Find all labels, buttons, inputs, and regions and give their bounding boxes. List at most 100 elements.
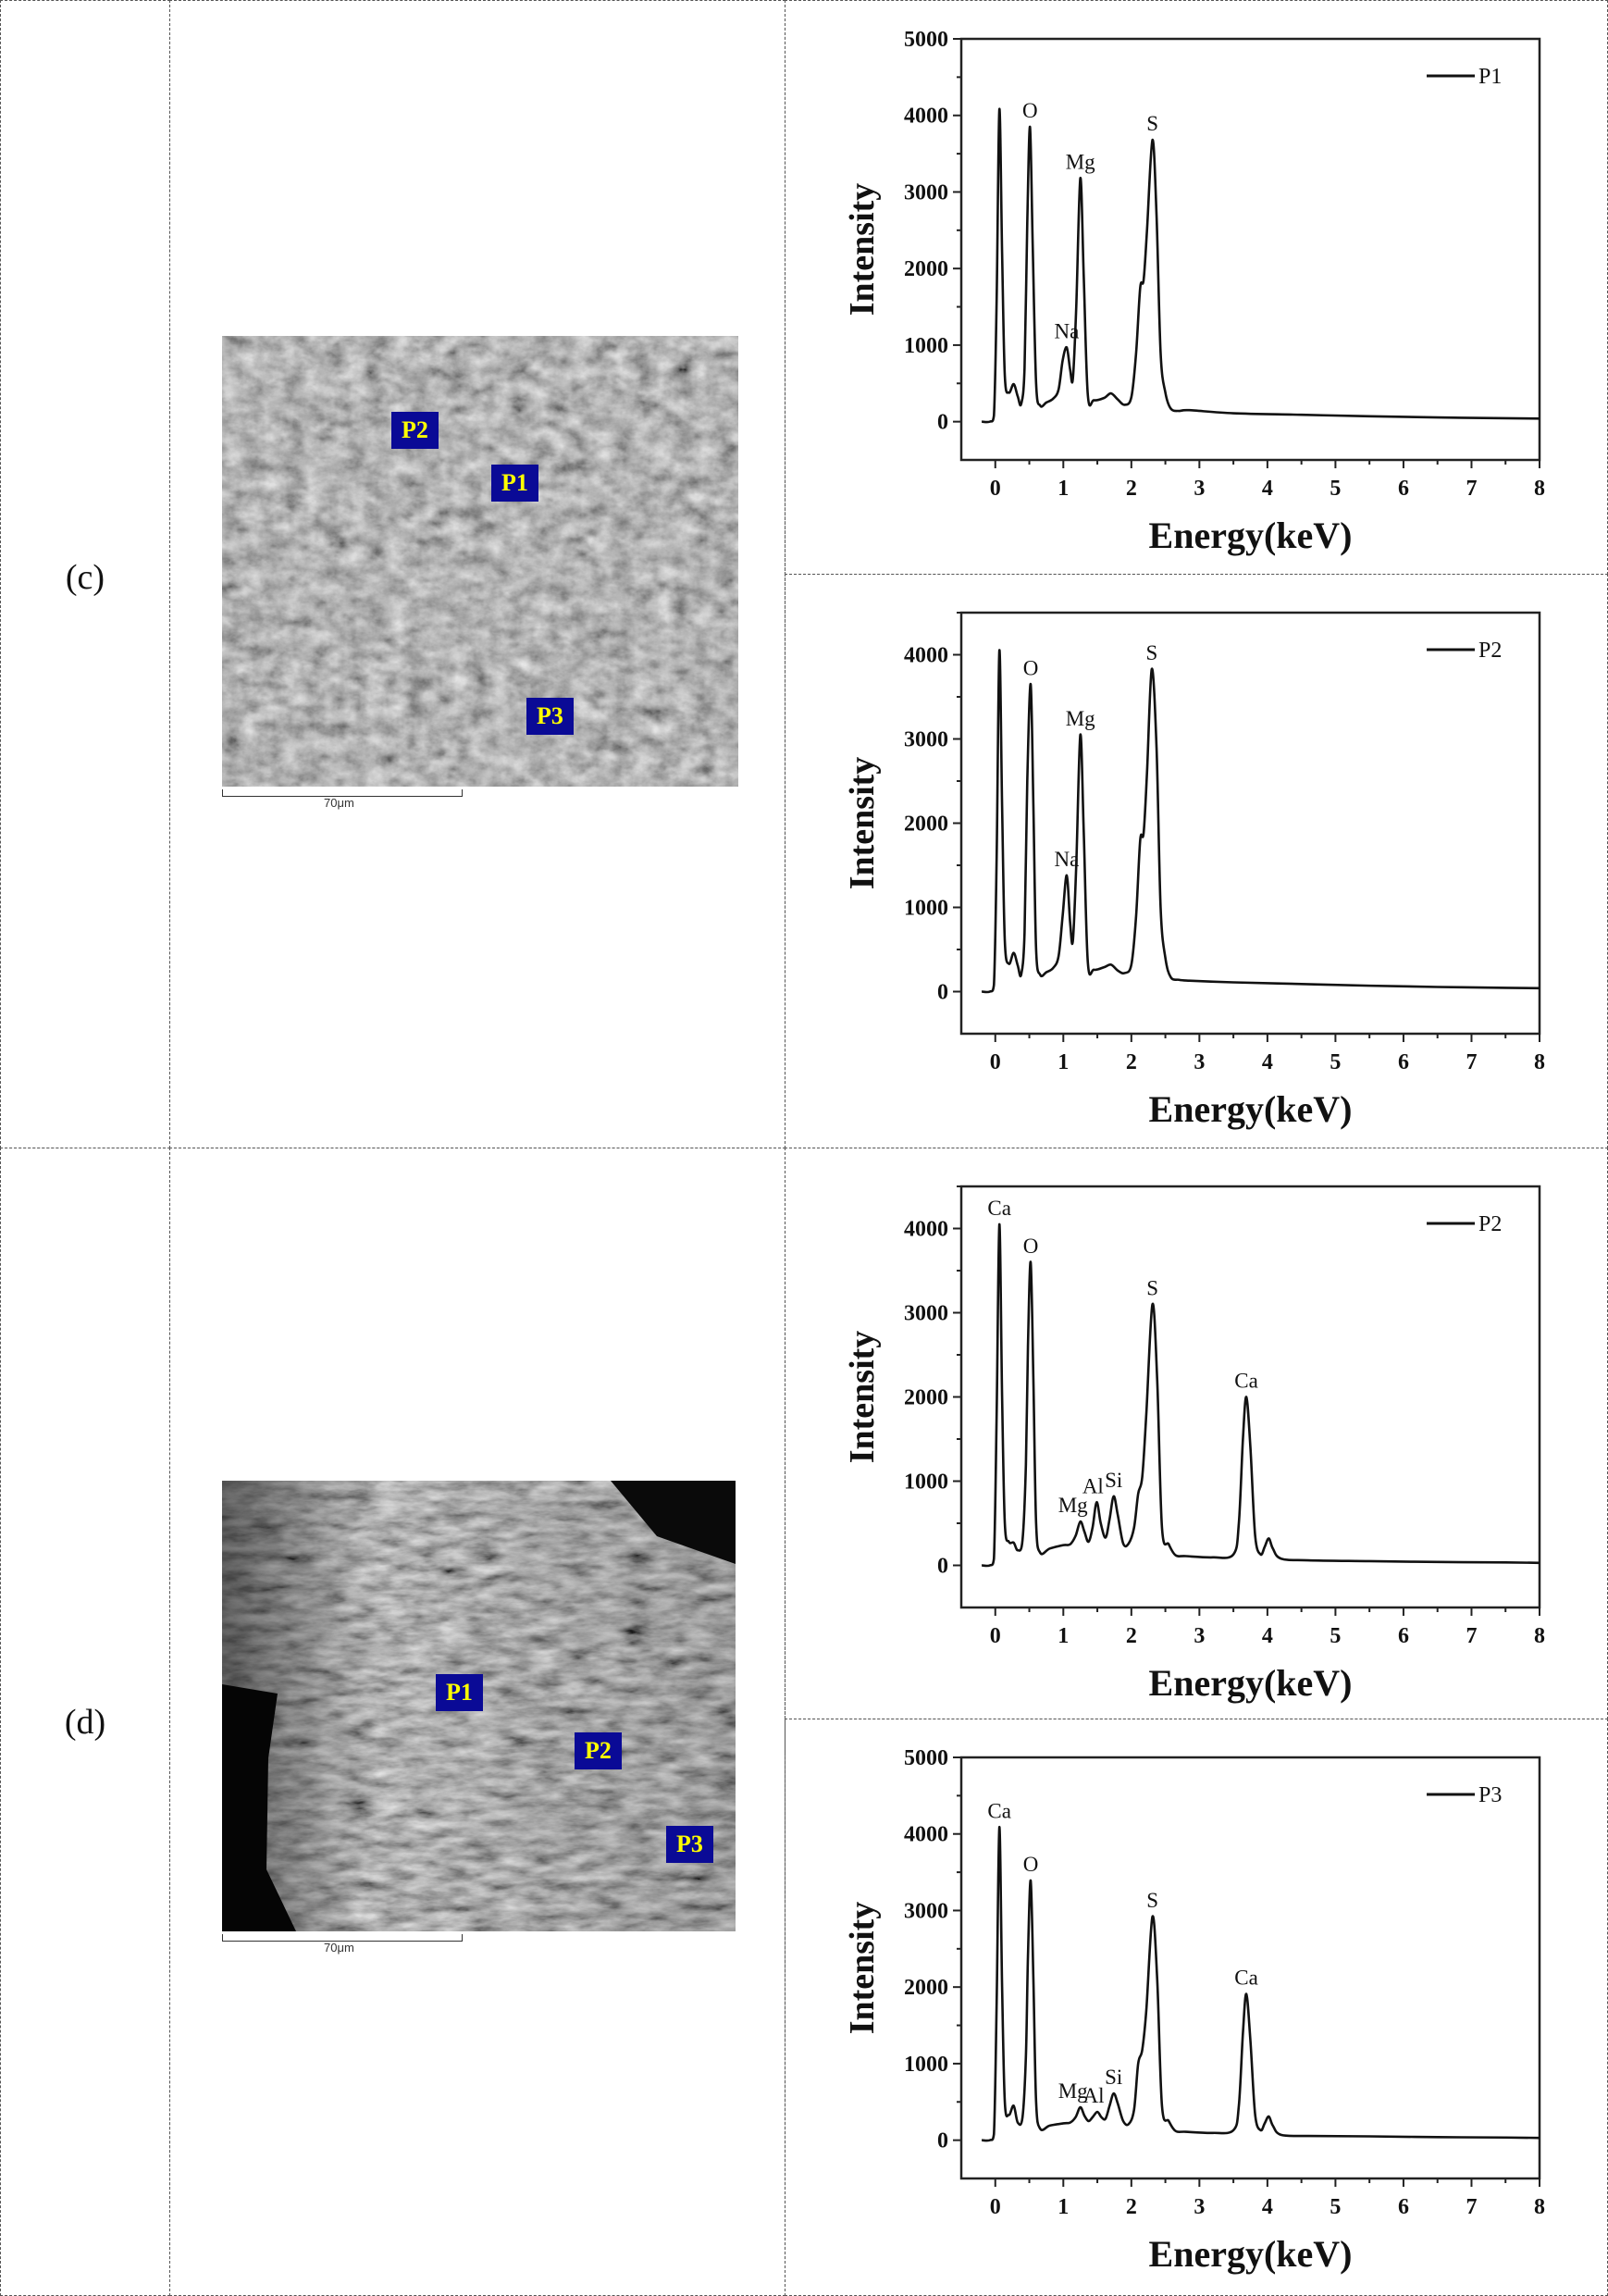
peak-label-mg: Mg [1058, 2079, 1088, 2103]
y-tick-label: 3000 [904, 1302, 948, 1326]
plot-frame [959, 1756, 1541, 2180]
y-tick-label: 2000 [904, 813, 948, 837]
marker-p1: P1 [491, 465, 538, 502]
x-tick-label: 4 [1262, 477, 1273, 501]
x-tick-label: 3 [1194, 1624, 1205, 1648]
eds-chart-c-p2: 0 1 2 3 4 5 6 7 8 0 1000 2000 3000 4000 Energy(keV) Int… [843, 611, 1545, 1130]
eds-chart-c-p1: 0 1 2 3 4 5 6 7 8 0 1000 2000 3000 4000 5000 Energy(keV… [843, 28, 1545, 556]
y-axis-title: Intensity [843, 757, 882, 890]
peak-label-mg: Mg [1058, 1494, 1088, 1517]
y-tick-label: 0 [937, 2129, 948, 2153]
marker-p1: P1 [436, 1674, 483, 1711]
x-tick-label: 7 [1466, 1050, 1477, 1074]
marker-p3: P3 [666, 1826, 713, 1863]
y-tick-label: 4000 [904, 644, 948, 668]
plot-frame [959, 1185, 1541, 1609]
peak-label-s: S [1146, 112, 1158, 135]
x-tick-label: 0 [990, 2195, 1001, 2219]
x-tick-label: 4 [1262, 1624, 1273, 1648]
legend-label: P1 [1478, 65, 1502, 89]
y-tick-label: 0 [937, 1555, 948, 1579]
x-tick-label: 8 [1534, 1050, 1545, 1074]
marker-p3: P3 [526, 698, 574, 735]
peak-label-o: O [1023, 1853, 1039, 1876]
scale-bar-d [222, 1934, 463, 1942]
spectrum-line-p1 [981, 107, 1540, 424]
marker-p2: P2 [575, 1732, 622, 1769]
x-tick-label: 0 [990, 477, 1001, 501]
x-tick-label: 5 [1330, 1624, 1341, 1648]
y-tick-label: 2000 [904, 1976, 948, 2000]
x-axis-title: Energy(keV) [1149, 1088, 1353, 1130]
y-tick-label: 5000 [904, 28, 948, 52]
y-tick-label: 3000 [904, 1899, 948, 1923]
sem-texture [222, 336, 738, 787]
row-label-c: (c) [65, 558, 105, 597]
y-tick-label: 1000 [904, 2053, 948, 2077]
x-tick-label: 7 [1466, 1624, 1477, 1648]
peak-label-mg: Mg [1066, 151, 1095, 174]
scale-bar-label-c: 70μm [324, 796, 354, 810]
y-tick-label: 2000 [904, 1386, 948, 1410]
y-tick-label: 3000 [904, 728, 948, 752]
peak-label-al: Al [1083, 2084, 1105, 2107]
eds-chart-d-p3: 0 1 2 3 4 5 6 7 8 0 1000 2000 3000 4000 5000 Energy(keV… [843, 1746, 1545, 2275]
y-tick-label: 3000 [904, 180, 948, 205]
y-tick-label: 0 [937, 981, 948, 1005]
x-tick-label: 4 [1262, 1050, 1273, 1074]
y-tick-label: 1000 [904, 897, 948, 921]
sem-texture [222, 1481, 736, 1931]
sem-image-d: P1 P2 P3 [222, 1481, 736, 1931]
spectrum-line-p2 [981, 649, 1540, 994]
x-tick-label: 7 [1466, 477, 1477, 501]
x-tick-label: 7 [1466, 2195, 1477, 2219]
y-tick-label: 4000 [904, 105, 948, 129]
x-tick-label: 6 [1398, 1624, 1409, 1648]
peak-label-ca: Ca [987, 1197, 1011, 1220]
scale-bar-label-d: 70μm [324, 1941, 354, 1955]
y-tick-label: 2000 [904, 257, 948, 281]
x-tick-label: 3 [1194, 1050, 1205, 1074]
peak-label-ca: Ca [1234, 1370, 1258, 1393]
peak-label-s: S [1146, 1276, 1158, 1299]
x-tick-label: 0 [990, 1050, 1001, 1074]
x-tick-label: 4 [1262, 2195, 1273, 2219]
legend-label: P3 [1478, 1783, 1502, 1807]
x-tick-label: 5 [1330, 2195, 1341, 2219]
peak-label-o: O [1023, 656, 1039, 679]
y-tick-label: 5000 [904, 1746, 948, 1770]
peak-label-o: O [1022, 99, 1038, 122]
peak-label-o: O [1023, 1235, 1039, 1258]
x-tick-label: 3 [1194, 477, 1205, 501]
y-tick-label: 0 [937, 411, 948, 435]
y-tick-label: 1000 [904, 334, 948, 358]
x-axis-title: Energy(keV) [1149, 1662, 1353, 1704]
x-tick-label: 6 [1398, 2195, 1409, 2219]
sem-image-c: P2 P1 P3 [222, 336, 738, 787]
x-tick-label: 2 [1126, 2195, 1137, 2219]
peak-label-na: Na [1055, 848, 1080, 871]
spectrum-line-p3 [981, 1825, 1540, 2142]
legend-label: P2 [1478, 1212, 1502, 1236]
peak-label-mg: Mg [1066, 707, 1095, 730]
peak-label-na: Na [1055, 319, 1080, 342]
x-tick-label: 6 [1398, 1050, 1409, 1074]
plot-frame [959, 37, 1541, 462]
peak-label-ca: Ca [1234, 1967, 1258, 1990]
row-label-d: (d) [64, 1703, 106, 1742]
eds-chart-d-p2: 0 1 2 3 4 5 6 7 8 0 1000 2000 3000 4000 Energy(keV) Int… [843, 1185, 1545, 1704]
x-tick-label: 8 [1534, 1624, 1545, 1648]
x-tick-label: 1 [1058, 1050, 1069, 1074]
x-tick-label: 2 [1126, 1050, 1137, 1074]
y-tick-label: 4000 [904, 1823, 948, 1847]
x-tick-label: 8 [1534, 477, 1545, 501]
legend-label: P2 [1478, 639, 1502, 663]
y-axis-title: Intensity [843, 1331, 882, 1464]
spectrum-line-p2 [981, 1222, 1540, 1568]
x-tick-label: 2 [1126, 1624, 1137, 1648]
x-axis-title: Energy(keV) [1149, 515, 1353, 556]
y-tick-label: 1000 [904, 1471, 948, 1495]
peak-label-si: Si [1105, 1469, 1122, 1492]
y-tick-label: 4000 [904, 1218, 948, 1242]
x-tick-label: 5 [1330, 477, 1341, 501]
